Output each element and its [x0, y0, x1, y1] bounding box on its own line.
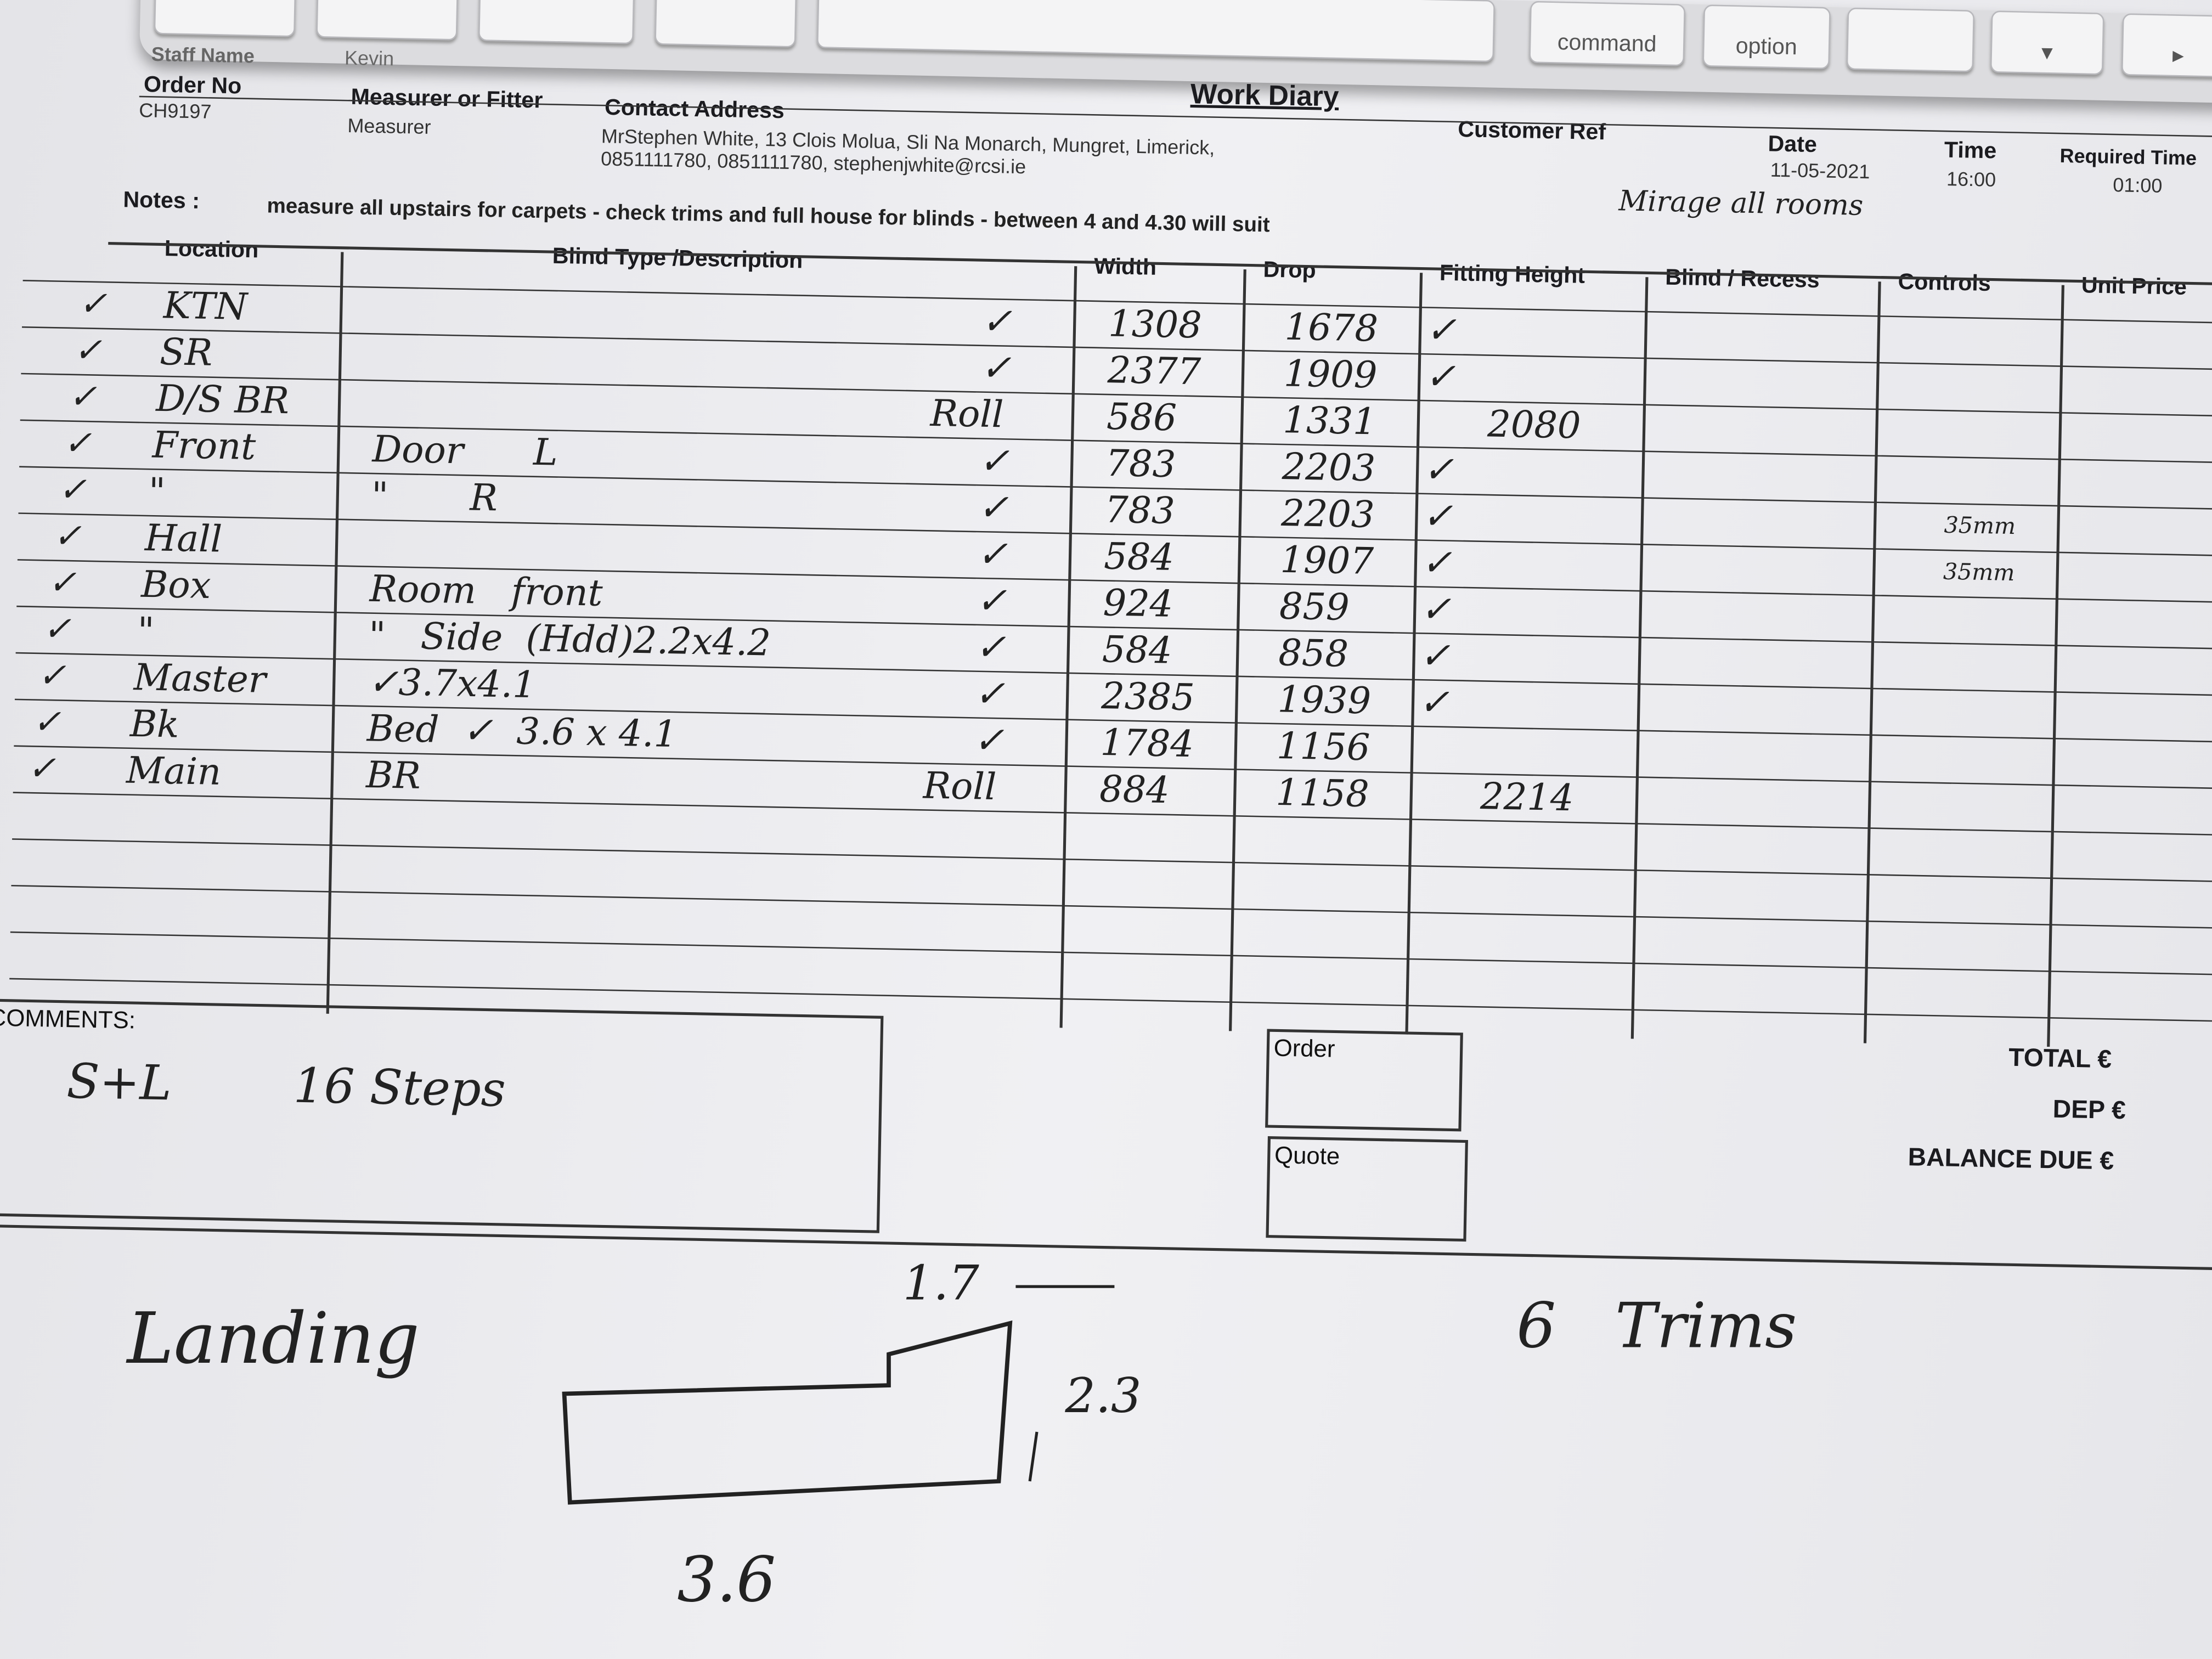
row-check: ✓	[47, 562, 77, 603]
column-header: Blind / Recess	[1664, 266, 1820, 294]
row-check: ✓	[37, 655, 67, 696]
column-header: Location	[164, 237, 259, 263]
notes-text: measure all upstairs for carpets - check…	[267, 194, 1271, 238]
column-header: Drop	[1263, 258, 1317, 284]
row-check: ✓	[58, 469, 87, 510]
column-header: Controls	[1898, 270, 1991, 297]
order-checkbox[interactable]: Order	[1265, 1029, 1463, 1132]
column-header: Unit Price	[2081, 274, 2187, 301]
row-check: ✓	[78, 284, 108, 324]
quote-checkbox[interactable]: Quote	[1266, 1136, 1468, 1242]
measurements-table: Location Blind Type /Description Width Drop…	[0, 225, 2212, 1047]
column-header: Blind Type /Description	[552, 245, 803, 274]
row-check: ✓	[27, 748, 57, 789]
row-check: ✓	[63, 423, 93, 464]
row-check: ✓	[73, 330, 103, 370]
handwritten-note: Mirage all rooms	[1618, 183, 1864, 222]
row-check: ✓	[68, 376, 98, 417]
row-check: ✓	[32, 702, 62, 742]
comments-box: COMMENTS: S+L 16 Steps	[0, 998, 884, 1233]
column-header: Width	[1093, 255, 1157, 281]
landing-outline	[562, 1285, 1115, 1505]
page-title: Work Diary	[1190, 79, 1340, 114]
column-header: Fitting Height	[1439, 262, 1585, 289]
row-check: ✓	[42, 608, 72, 649]
row-check: ✓	[53, 516, 82, 556]
